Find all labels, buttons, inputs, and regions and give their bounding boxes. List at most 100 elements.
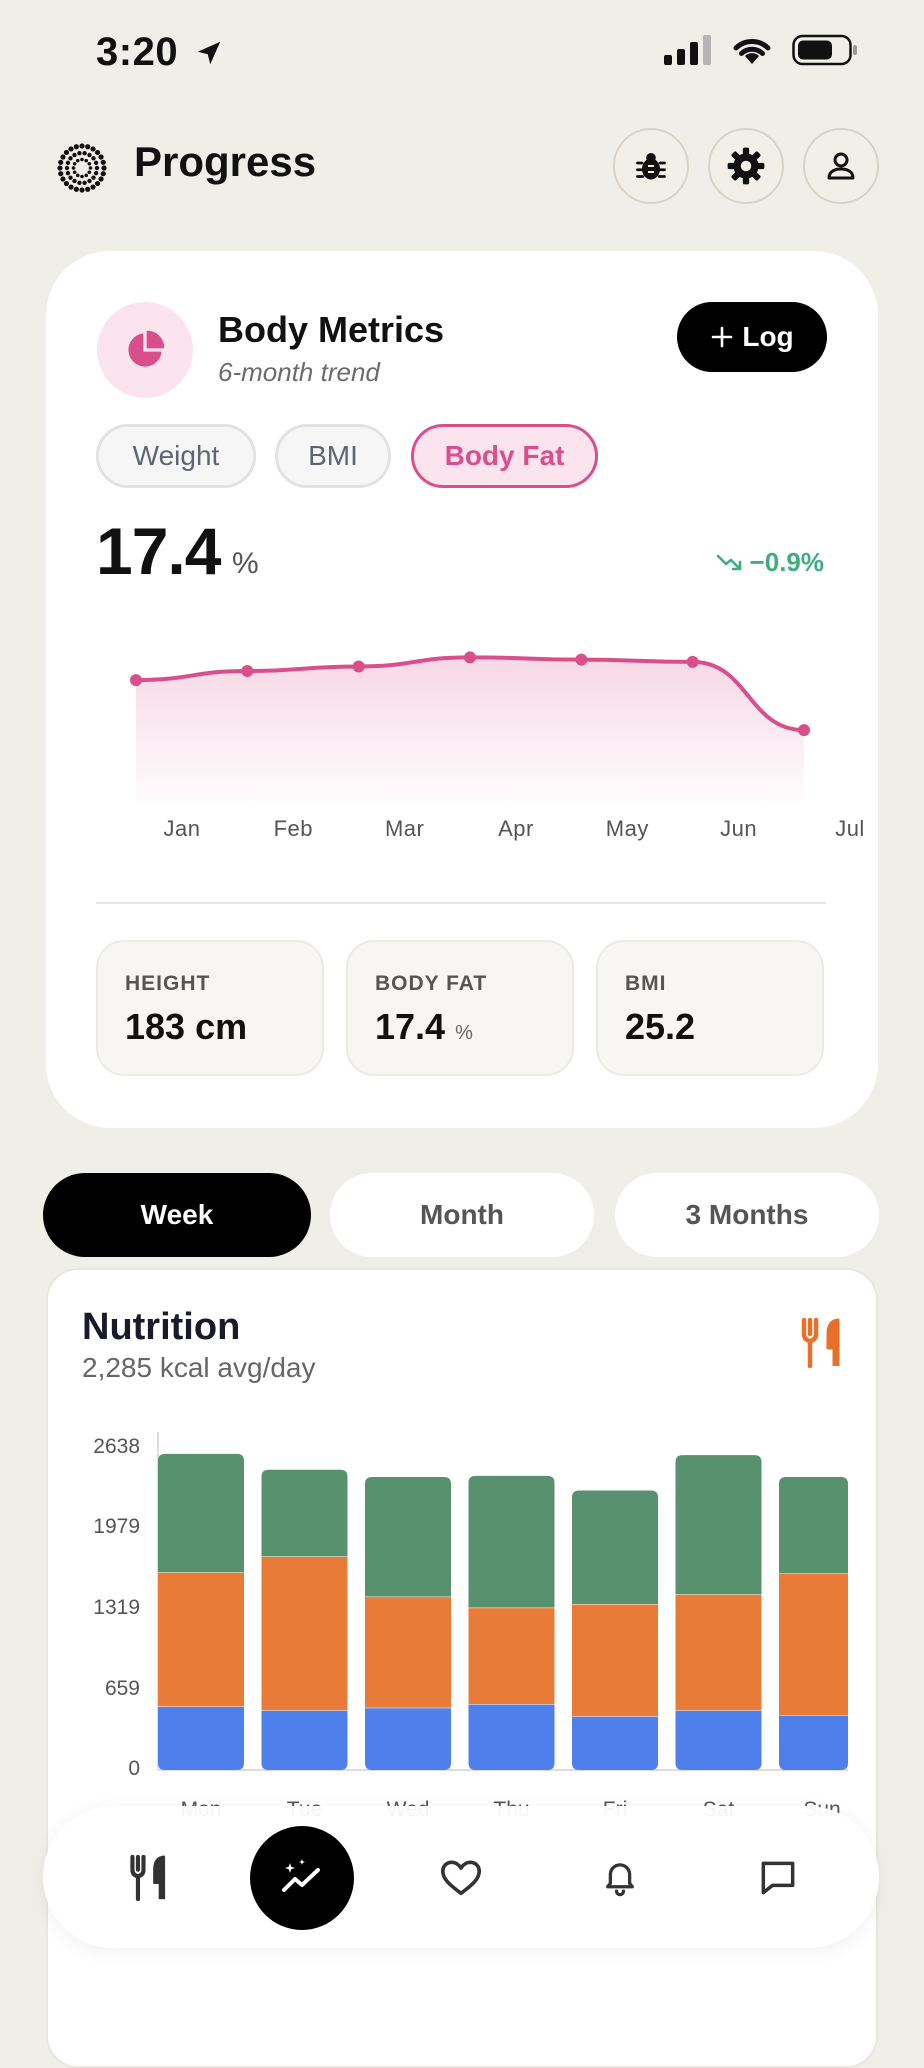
range-month[interactable]: Month [330,1173,594,1257]
card-subtitle: 6-month trend [218,357,380,387]
logo-dot [72,152,77,158]
y-tick-label: 659 [104,1676,140,1700]
logo-dot [98,176,104,182]
bell-icon [606,1863,634,1897]
divider [96,902,826,904]
chat-icon [761,1861,795,1895]
bar-segment [675,1594,762,1711]
chart-point [575,653,588,666]
status-icons [664,34,858,66]
logo-dot [101,165,107,171]
logo-dot [75,173,80,178]
current-unit: % [232,547,259,580]
pie-chart-icon [128,330,165,367]
range-week[interactable]: Week [43,1173,311,1257]
logo-dot [93,160,99,166]
logo-dot [85,144,91,150]
nav-progress[interactable] [250,1826,354,1930]
bar-segment [365,1596,451,1708]
current-value: 17.4 [96,514,221,588]
logo-dot [90,184,96,190]
bar-segment [261,1710,348,1770]
logo-dot [68,156,73,161]
heart-icon [440,1860,482,1896]
sparkle-chart-icon [282,1859,320,1892]
fork-knife-icon [801,1318,840,1368]
tab-body-fat[interactable]: Body Fat [411,424,598,488]
stat-value: 25.2 [625,1006,696,1047]
chart-point [686,655,699,668]
bar-segment [572,1490,658,1604]
y-tick-label: 1319 [93,1596,140,1619]
stat-label: BMI [625,972,667,995]
bar-segment [365,1477,451,1597]
bar-segment [365,1707,451,1770]
log-label: Log [742,321,794,352]
logo-dot [68,146,74,152]
logo-dot [57,165,63,171]
bar-segment [468,1704,555,1770]
logo-dot [100,171,106,177]
logo-dot [72,161,77,166]
x-tick-label: May [605,816,649,841]
profile-button[interactable] [803,128,879,204]
logo-dot [87,161,92,166]
bar-segment [158,1706,244,1770]
logo-dot [73,186,79,192]
logo-dot [82,151,87,156]
gear-icon [727,147,765,185]
nav-meals[interactable] [117,1846,181,1910]
logo-dot [87,178,92,184]
logo-dot [80,157,84,162]
y-tick-label: 2638 [93,1435,140,1458]
settings-button[interactable] [708,128,784,204]
user-icon [827,152,855,180]
bar-segment [675,1455,762,1595]
stat-value: 183 cm [125,1006,248,1047]
logo-dot [94,149,101,156]
nav-notifications[interactable] [588,1846,652,1910]
logo-dot [77,180,82,185]
logo-dot [79,187,85,193]
nav-health[interactable] [429,1846,493,1910]
debug-button[interactable] [613,128,689,204]
location-arrow-icon [197,41,220,65]
logo-dot [94,180,101,187]
page-title: Progress [134,138,317,185]
body-metrics-card: Body Metrics 6-month trend Log Weight BM… [46,251,878,1128]
range-3-months[interactable]: 3 Months [615,1173,879,1257]
trend-change: −0.9% [716,547,824,578]
fork-knife-icon [130,1855,166,1901]
stat-bmi: BMI 25.2 [596,940,824,1076]
nav-messages[interactable] [746,1846,810,1910]
tab-bmi[interactable]: BMI [275,424,391,488]
logo-dot [84,173,89,178]
nutrition-card: Nutrition 2,285 kcal avg/day 0 659 1319 197… [46,1268,878,2068]
logo-dot [60,154,66,160]
logo-dot [71,166,76,170]
log-button[interactable]: Log [677,302,827,372]
tab-weight[interactable]: Weight [96,424,256,488]
pie-icon-badge [97,302,193,398]
bar-segment [572,1603,658,1717]
bar-segment [675,1710,762,1770]
bar-segment [468,1475,555,1608]
app-logo [57,143,107,193]
logo-dot [65,160,71,166]
bar-segment [158,1453,244,1573]
y-tick-label: 1979 [93,1515,140,1539]
logo-dot [85,186,91,192]
nutrition-subtitle: 2,285 kcal avg/day [82,1352,316,1383]
logo-dot [98,154,104,160]
logo-dot [87,152,92,158]
logo-dot [79,143,85,149]
logo-dot [68,184,74,190]
stat-body-fat: BODY FAT 17.4 % [346,940,574,1076]
logo-dot [63,149,70,156]
logo-dot [72,170,77,175]
bar-segment [261,1556,348,1711]
y-tick-label: 0 [128,1757,140,1780]
chart-point [241,665,254,677]
stat-height: HEIGHT 183 cm [96,940,324,1076]
logo-dot [100,159,106,165]
